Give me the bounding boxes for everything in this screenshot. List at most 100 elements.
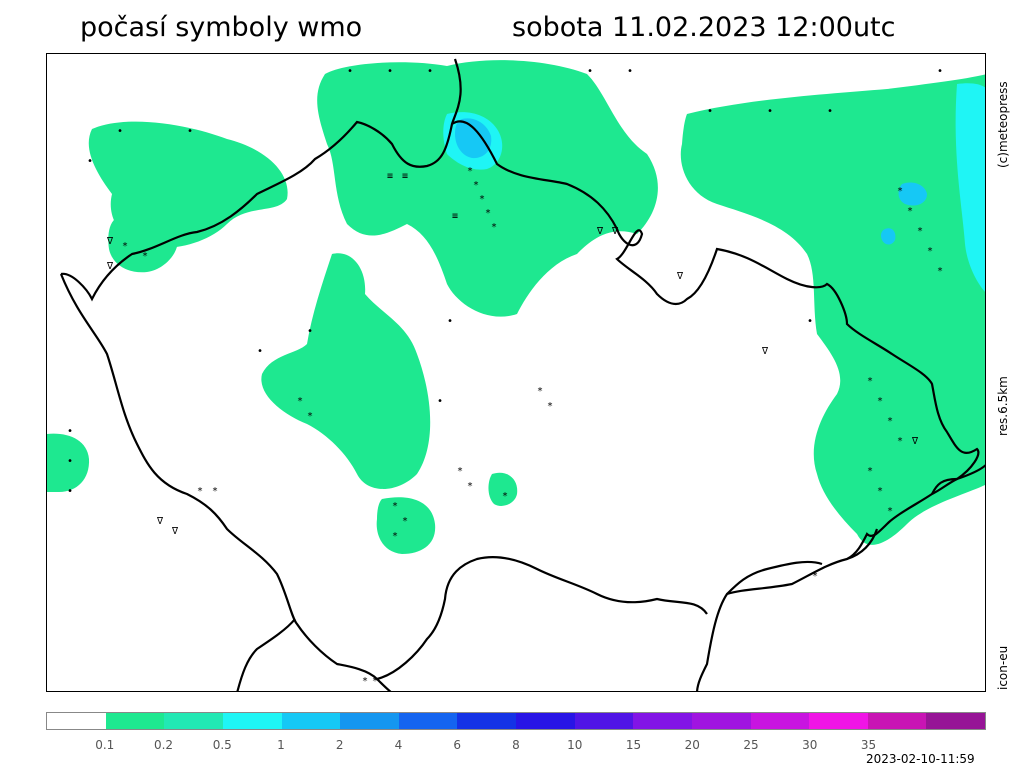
symbol-shower: ∇ — [596, 226, 604, 237]
symbol-snow: * — [485, 208, 491, 219]
legend-swatch — [47, 713, 106, 729]
symbol-drizzle: • — [187, 126, 193, 137]
symbol-drizzle: • — [307, 326, 313, 337]
legend-swatch — [222, 713, 282, 729]
symbol-snow: * — [467, 166, 473, 177]
symbol-snow: * — [877, 396, 883, 407]
legend-label: 1 — [277, 738, 285, 752]
precip-area-north — [317, 60, 658, 317]
symbol-snow: * — [392, 501, 398, 512]
symbol-shower: ∇ — [171, 526, 179, 537]
symbol-drizzle: • — [67, 426, 73, 437]
legend-label: 6 — [453, 738, 462, 752]
legend-label: 0.5 — [212, 738, 232, 752]
legend-swatch — [574, 713, 634, 729]
resolution-label: res.6.5km — [996, 376, 1010, 436]
legend-swatch — [633, 713, 692, 729]
model-label: icon-eu — [996, 645, 1010, 690]
symbol-drizzle: • — [87, 156, 93, 167]
precip-area-east-edge — [955, 83, 985, 292]
legend-label: 10 — [567, 738, 583, 752]
symbol-drizzle: • — [827, 106, 833, 117]
legend-swatch — [926, 713, 985, 729]
legend-swatch — [398, 713, 458, 729]
legend-label: 20 — [684, 738, 700, 752]
legend-label: 4 — [394, 738, 403, 752]
symbol-drizzle: • — [387, 66, 393, 77]
legend-swatch — [691, 713, 751, 729]
symbol-shower: ∇ — [611, 226, 619, 237]
precip-area-central — [261, 253, 431, 489]
legend-label: 8 — [512, 738, 520, 752]
symbol-shower: ∇ — [676, 271, 684, 282]
symbol-drizzle: • — [347, 66, 353, 77]
legend-swatch — [281, 713, 341, 729]
symbol-snow: * — [402, 516, 408, 527]
symbol-snow: * — [479, 194, 485, 205]
symbol-drizzle: • — [627, 66, 633, 77]
symbol-snow: * — [392, 531, 398, 542]
symbol-shower: ∇ — [911, 436, 919, 447]
symbol-drizzle: • — [937, 66, 943, 77]
symbol-snow: * — [491, 222, 497, 233]
symbol-snow: * — [812, 571, 818, 582]
precipitation-map[interactable]: * * * * * * * * * * * * * * * * * * * * … — [46, 53, 986, 692]
symbol-snow: * — [502, 491, 508, 502]
border-south-austria — [59, 273, 392, 691]
legend-swatch — [809, 713, 868, 729]
symbol-snow: * — [537, 386, 543, 397]
symbol-drizzle: • — [67, 456, 73, 467]
symbol-snow: * — [457, 466, 463, 477]
symbol-snow: * — [867, 376, 873, 387]
precip-area-west — [88, 121, 288, 248]
legend-swatch — [516, 713, 575, 729]
symbol-shower: ∇ — [156, 516, 164, 527]
precip-area-south-small — [488, 472, 518, 506]
legend-swatch — [750, 713, 810, 729]
symbol-shower: ∇ — [761, 346, 769, 357]
legend-swatch — [867, 713, 927, 729]
symbol-snow: * — [297, 396, 303, 407]
precipitation-color-legend — [46, 712, 986, 730]
symbol-snow: * — [877, 486, 883, 497]
symbol-snow: * — [937, 266, 943, 277]
symbol-drizzle: • — [707, 106, 713, 117]
symbol-snow: * — [122, 241, 128, 252]
map-datetime: sobota 11.02.2023 12:00utc — [512, 12, 896, 43]
copyright-label: (c)meteopress — [996, 81, 1010, 168]
precip-area-east — [680, 74, 985, 545]
legend-label: 2 — [335, 738, 344, 752]
symbol-shower: ∇ — [106, 236, 114, 247]
symbol-drizzle: • — [427, 66, 433, 77]
symbol-snow: * — [547, 401, 553, 412]
symbol-snow: * — [887, 506, 893, 517]
symbol-drizzle: • — [587, 66, 593, 77]
symbol-drizzle: • — [67, 486, 73, 497]
symbol-fog: ≡ — [452, 211, 458, 222]
symbol-drizzle: • — [807, 316, 813, 327]
symbol-snow: * — [142, 251, 148, 262]
symbol-snow: * — [867, 466, 873, 477]
map-title: počasí symboly wmo — [80, 12, 363, 43]
symbol-fog: ≡ — [402, 171, 408, 182]
symbol-drizzle: • — [117, 126, 123, 137]
symbol-drizzle: • — [257, 346, 263, 357]
map-canvas: * * * * * * * * * * * * * * * * * * * * … — [47, 58, 985, 691]
symbol-shower: ∇ — [106, 261, 114, 272]
precip-area-east-spot2 — [881, 228, 896, 245]
precip-area-east-spot — [898, 182, 927, 206]
legend-label: 30 — [802, 738, 818, 752]
legend-label: 0.2 — [153, 738, 174, 752]
symbol-snow: * — [473, 180, 479, 191]
country-borders — [59, 58, 985, 691]
symbol-drizzle: • — [437, 396, 443, 407]
symbol-fog: ≡ — [387, 171, 393, 182]
symbol-snow: * — [887, 416, 893, 427]
border-slovakia — [726, 464, 985, 595]
legend-label: 15 — [625, 738, 642, 752]
symbol-snow: * — [307, 411, 313, 422]
precip-area-north-core — [455, 118, 492, 159]
precipitation-areas — [47, 60, 985, 554]
legend-swatch — [105, 713, 165, 729]
symbol-snow: * — [212, 486, 218, 497]
